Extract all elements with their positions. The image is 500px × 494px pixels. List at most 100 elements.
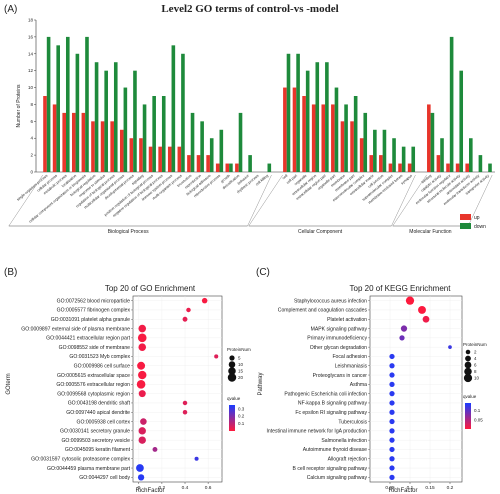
group-label: Cellular Component [298, 229, 343, 235]
kegg-term-label: Primary immunodeficiency [307, 336, 367, 342]
kegg-term-label: Fc epsilon RI signaling pathway [295, 410, 367, 416]
kegg-enrichment-xlabel: RichFactor [388, 488, 417, 494]
kegg-term-label: Allograft rejection [328, 456, 368, 462]
bar-up [427, 104, 431, 172]
go-enrichment-xlabel: RichFactor [135, 488, 164, 494]
bar-up [311, 104, 316, 172]
bar-down [334, 87, 339, 172]
panel-c: (C) Top 20 of KEGG Enrichment Pathway Ri… [256, 267, 487, 494]
go-point [201, 297, 208, 304]
go-color-legend-label: 0.2 [238, 414, 245, 419]
go-size-legend-label: 15 [238, 369, 244, 374]
bar-down [459, 70, 464, 172]
kegg-term-label: Other glycan degradation [310, 345, 367, 351]
go-term-label: GO:0031523 Myb complex [69, 354, 130, 360]
kegg-point [389, 446, 395, 453]
bar-down [401, 146, 406, 172]
bar-down [65, 36, 70, 173]
kegg-size-legend-label: 8 [474, 369, 477, 374]
bar-up [148, 146, 153, 172]
go-enrichment-plot: 0 0.2 0.4 0.6 GO:0072562 blood microparticle… [21, 295, 223, 491]
go-enrichment-ylabel: GOterm [6, 373, 12, 394]
kegg-term-label: Focal adhesion [332, 354, 367, 360]
kegg-enrichment-title: Top 20 of KEGG Enrichment [350, 284, 452, 293]
kegg-xtick-label: 0.1 [407, 485, 414, 491]
bar-up [225, 163, 230, 172]
go-point [138, 343, 147, 351]
go-xtick-label: 0.4 [182, 485, 189, 491]
go-level2-ytick-label: 14 [28, 51, 34, 56]
kegg-term-label: NF-kappa B signaling pathway [298, 401, 368, 407]
go-xtick-label: 0.6 [205, 485, 212, 491]
go-point [194, 456, 199, 461]
kegg-size-legend-title: ProteinNum [463, 342, 487, 347]
bar-down [325, 62, 329, 172]
bar-up [206, 155, 210, 172]
go-level2-ytick-label: 6 [30, 119, 33, 124]
panel-label-b: (B) [4, 267, 17, 278]
group-bracket-left [8, 174, 43, 227]
kegg-point [389, 437, 395, 443]
kegg-term-label: Platelet activation [327, 317, 367, 323]
go-enrichment-title: Top 20 of GO Enrichment [105, 284, 196, 293]
bar-up [359, 138, 364, 172]
bar-up [158, 146, 162, 172]
legend-label-down: down [474, 224, 486, 230]
bar-down [104, 70, 108, 172]
bar-up [388, 163, 393, 172]
kegg-color-legend-title: qvalue [463, 394, 477, 399]
go-point [182, 316, 188, 322]
kegg-point [389, 409, 395, 415]
kegg-term-label: Staphylococcus aureus infection [294, 298, 367, 304]
go-term-label: GO:0005615 extracellular space [57, 373, 130, 379]
bar-down [123, 87, 128, 172]
bar-down [161, 96, 166, 172]
bar-up [331, 104, 335, 172]
go-level2-title: Level2 GO terms of control-vs -model [161, 3, 338, 15]
bar-down [200, 121, 204, 172]
bar-down [382, 129, 387, 172]
go-point [136, 380, 146, 389]
bar-down [363, 112, 368, 172]
legend-swatch-down [460, 223, 471, 229]
bar-up [292, 87, 297, 172]
go-size-legend-dot [227, 373, 237, 382]
go-term-label: GO:0009897 external side of plasma membr… [21, 326, 130, 332]
kegg-point [389, 400, 395, 406]
kegg-size-legend-dot [465, 355, 471, 362]
group-bracket-right [468, 174, 493, 227]
kegg-term-label: Autoimmune thyroid disease [303, 447, 367, 453]
kegg-point [389, 391, 395, 397]
bar-up [398, 163, 402, 172]
bar-up [187, 155, 191, 172]
go-point [137, 361, 146, 370]
go-point [152, 447, 158, 452]
kegg-point [389, 353, 395, 360]
go-term-label: GO:0072562 blood microparticle [57, 298, 131, 304]
bar-down [181, 53, 185, 172]
kegg-term-label: Intestinal immune network for IgA produc… [266, 429, 367, 435]
go-point [138, 427, 146, 435]
kegg-enrichment-legend: ProteinNum qvalue 24 68 10 0.05 0.1 [463, 342, 487, 429]
bar-down [478, 155, 483, 172]
kegg-point [389, 428, 395, 434]
bar-up [43, 96, 47, 172]
kegg-color-legend-label: 0.1 [474, 408, 481, 413]
kegg-term-label: B cell receptor signaling pathway [293, 466, 368, 472]
kegg-point [389, 418, 395, 425]
kegg-color-legend-label: 0.05 [474, 417, 483, 422]
bar-down [449, 36, 454, 173]
kegg-term-label: MAPK signaling pathway [311, 326, 368, 332]
group-bracket-right [391, 174, 416, 227]
kegg-term-label: Pathogenic Escherichia coli infection [284, 391, 367, 397]
bar-down [85, 36, 89, 173]
kegg-point [399, 335, 405, 341]
kegg-term-label: Salmonella infection [321, 438, 367, 444]
bar-up [62, 112, 66, 172]
bar-up [379, 155, 383, 172]
bar-down [469, 138, 473, 172]
go-level2-category-label: growth [220, 174, 231, 184]
kegg-term-label: Asthma [350, 382, 367, 388]
bar-down [353, 96, 358, 172]
